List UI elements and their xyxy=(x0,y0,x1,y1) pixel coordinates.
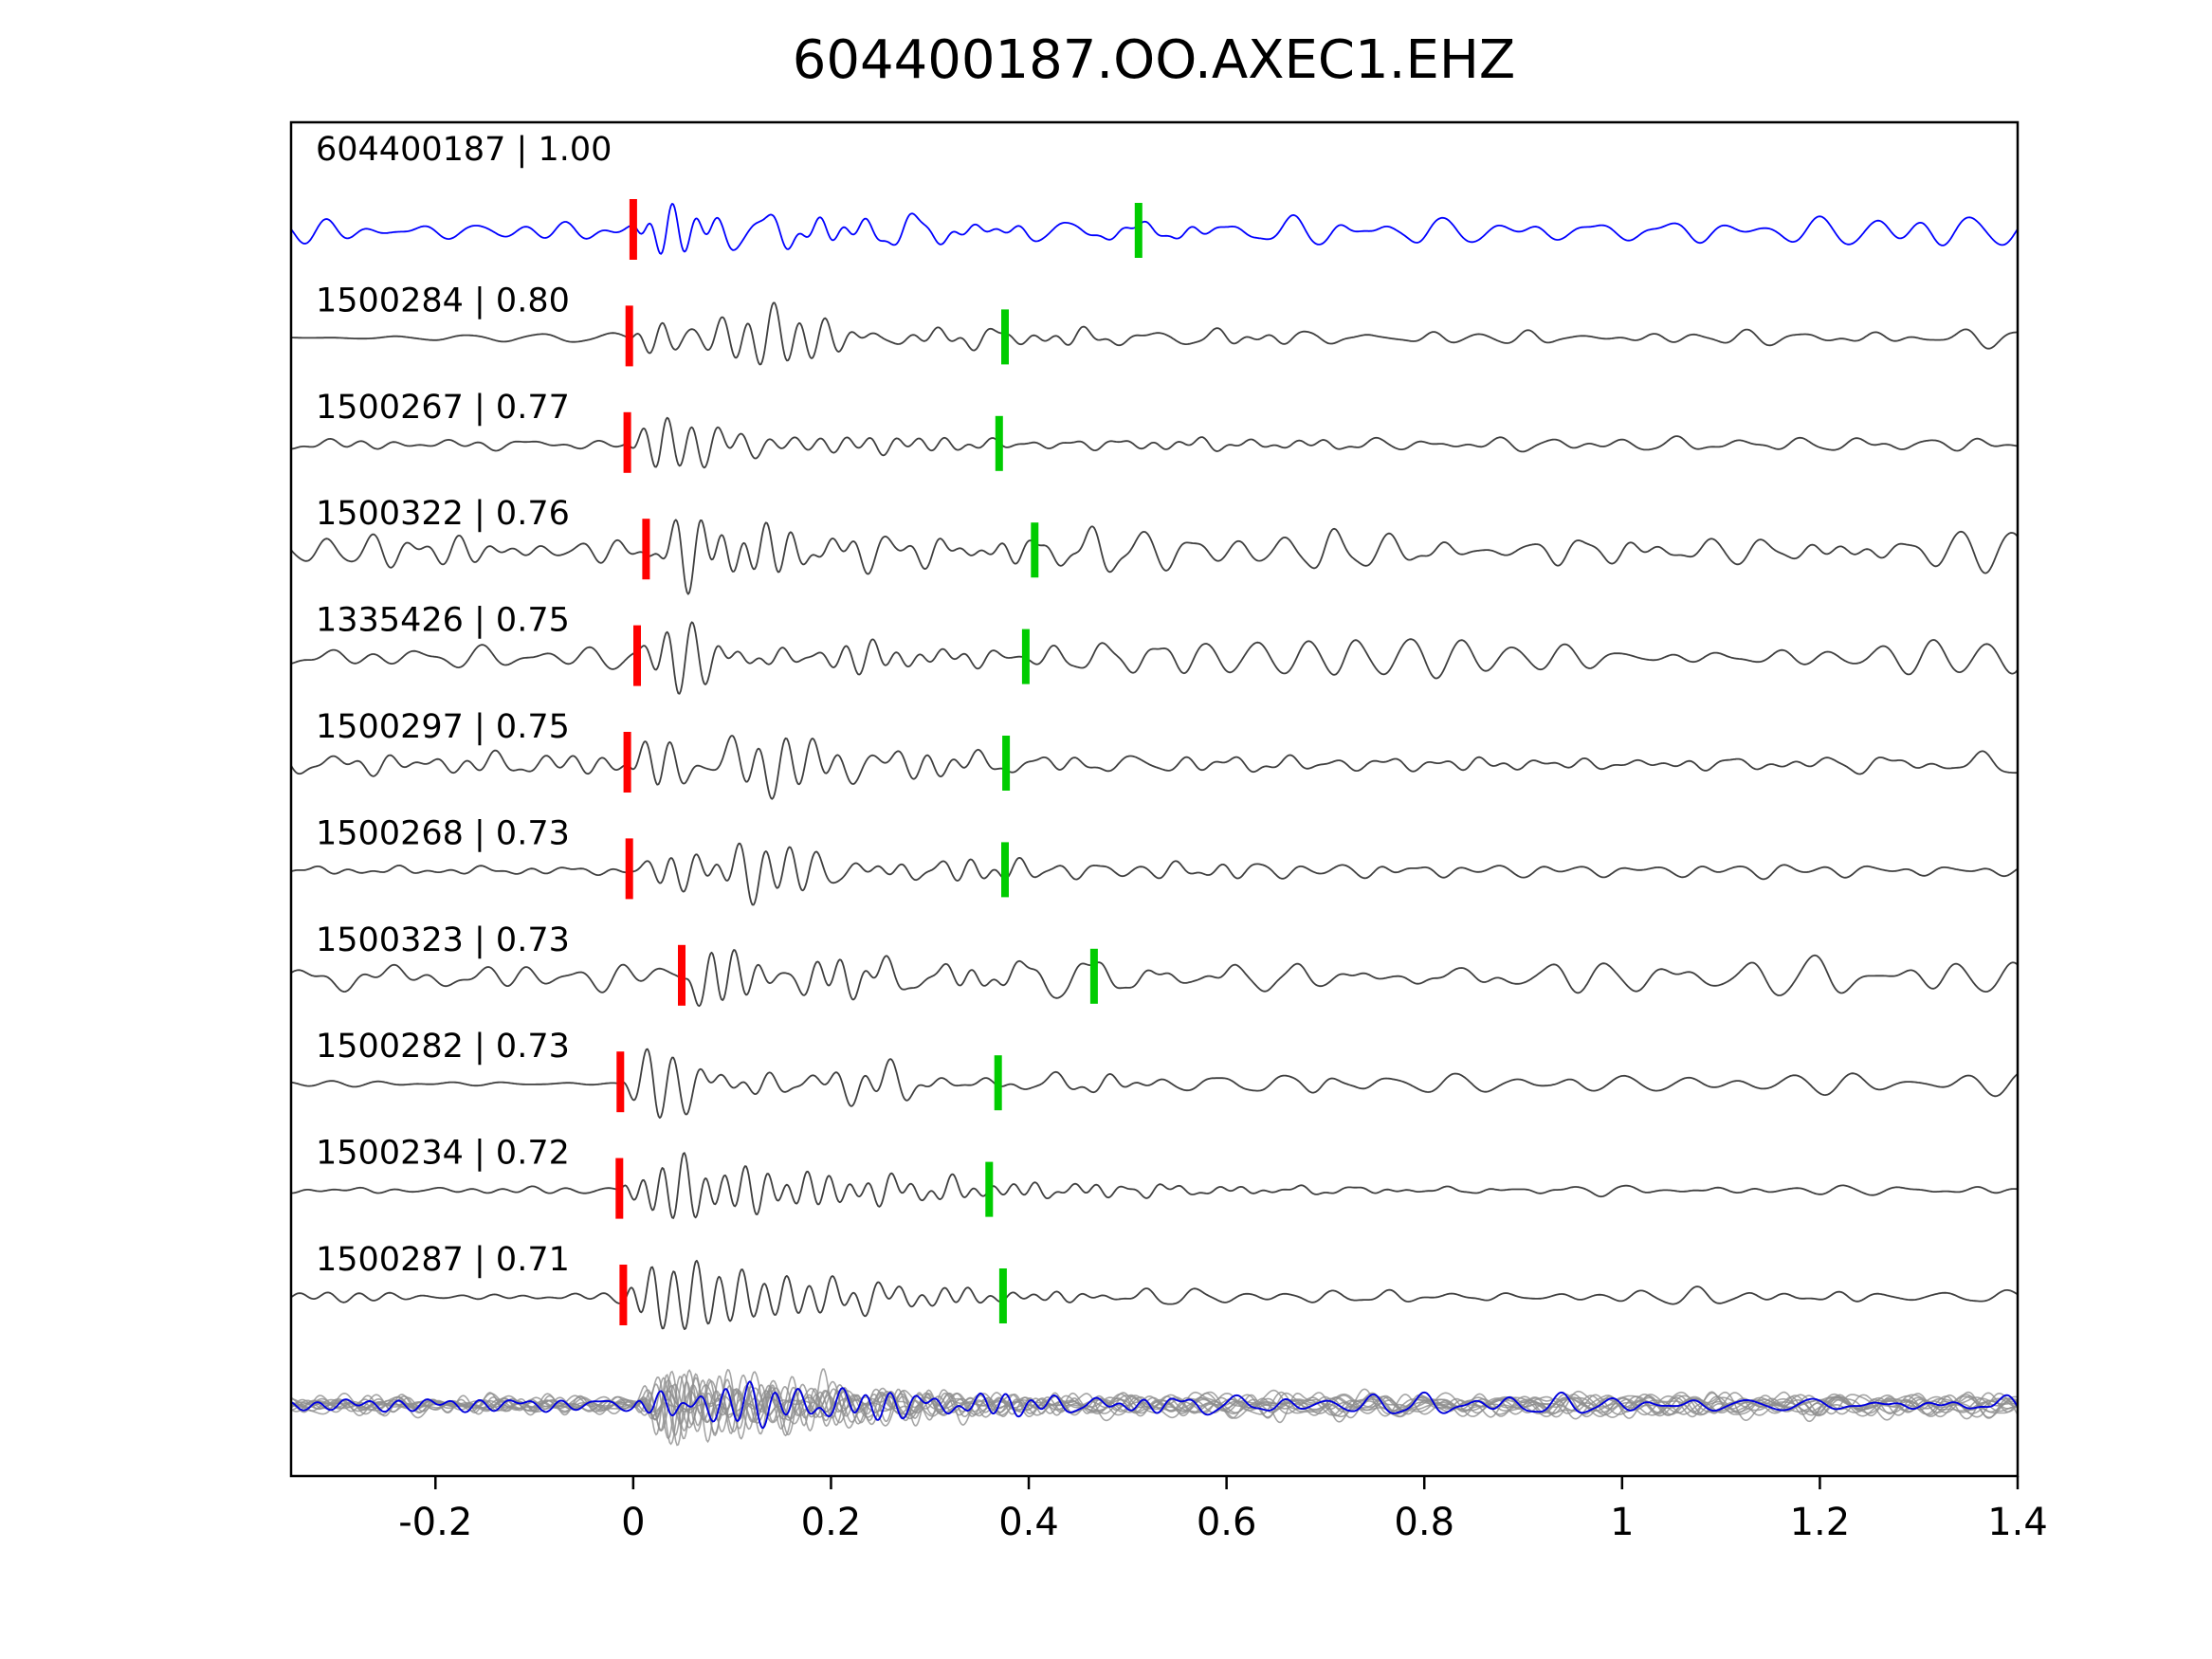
trace-label: 1500282 | 0.73 xyxy=(316,1028,570,1066)
trace-row xyxy=(291,199,2018,260)
green-pick-marker xyxy=(994,1055,1002,1111)
x-axis-tick-label: 1.4 xyxy=(1987,1501,2048,1544)
x-axis-tick-label: 0 xyxy=(621,1501,645,1544)
trace-label: 1500323 | 0.73 xyxy=(316,921,570,959)
trace-label: 1335426 | 0.75 xyxy=(316,602,570,640)
x-axis-tick-label: 1.2 xyxy=(1790,1501,1851,1544)
waveform-path xyxy=(291,1152,2018,1219)
plot-border xyxy=(289,120,2020,1478)
waveform-path xyxy=(291,416,2018,469)
traces xyxy=(291,199,2018,1447)
red-pick-marker xyxy=(625,305,633,367)
stack-gray-waveform xyxy=(291,1378,2018,1425)
trace-row xyxy=(291,944,2018,1008)
green-pick-marker xyxy=(1001,309,1009,365)
x-axis-tick-label: 0.8 xyxy=(1394,1501,1454,1544)
trace-row xyxy=(291,301,2018,367)
trace-label: 1500287 | 0.71 xyxy=(316,1241,570,1279)
trace-labels: 604400187 | 1.00 1500284 | 0.80 1500267 | … xyxy=(316,131,612,1279)
red-pick-marker xyxy=(616,1051,625,1113)
green-pick-marker xyxy=(1134,203,1143,258)
trace-label: 604400187 | 1.00 xyxy=(316,131,612,169)
green-pick-marker xyxy=(998,1268,1007,1323)
stack-template-waveform xyxy=(291,1380,2018,1430)
waveform-path xyxy=(291,842,2018,906)
red-pick-marker xyxy=(625,838,633,900)
trace-label: 1500267 | 0.77 xyxy=(316,389,570,427)
trace-row xyxy=(291,838,2018,906)
trace-row xyxy=(291,519,2018,595)
waveform-path xyxy=(291,621,2018,695)
red-pick-marker xyxy=(633,625,641,686)
green-pick-marker xyxy=(1021,629,1030,684)
waveform-path xyxy=(291,1048,2018,1120)
red-pick-marker xyxy=(619,1265,628,1325)
waveform-path xyxy=(291,203,2018,255)
trace-row xyxy=(291,1259,2018,1330)
overlay-stack xyxy=(291,1368,2018,1447)
green-pick-marker xyxy=(985,1161,994,1217)
waveform-path xyxy=(291,1259,2018,1330)
trace-label: 1500297 | 0.75 xyxy=(316,708,570,746)
red-pick-marker xyxy=(678,944,686,1006)
red-pick-marker xyxy=(623,411,631,473)
axes: -0.2 0 0.2 0.4 0.6 0.8 1 1.2 1.4 xyxy=(398,1476,2048,1544)
trace-label: 1500322 | 0.76 xyxy=(316,495,570,533)
x-axis-tick-label: -0.2 xyxy=(398,1501,472,1544)
plot-title: 604400187.OO.AXEC1.EHZ xyxy=(793,29,1516,91)
x-axis-tick-label: 0.2 xyxy=(801,1501,862,1544)
trace-row xyxy=(291,411,2018,473)
trace-label: 1500268 | 0.73 xyxy=(316,814,570,852)
red-pick-marker xyxy=(629,199,637,260)
x-axis-tick-label: 1 xyxy=(1610,1501,1634,1544)
stack-gray-waveform xyxy=(291,1369,2018,1447)
red-pick-marker xyxy=(623,732,631,793)
waveform-path xyxy=(291,735,2018,800)
red-pick-marker xyxy=(642,519,650,580)
trace-row xyxy=(291,732,2018,800)
red-pick-marker xyxy=(615,1158,624,1219)
green-pick-marker xyxy=(995,415,1003,471)
green-pick-marker xyxy=(1089,948,1098,1004)
waveform-path xyxy=(291,949,2018,1008)
green-pick-marker xyxy=(1001,842,1009,898)
x-axis-tick-label: 0.6 xyxy=(1197,1501,1257,1544)
trace-label: 1500284 | 0.80 xyxy=(316,282,570,319)
green-pick-marker xyxy=(1031,522,1039,578)
trace-row xyxy=(291,621,2018,695)
waveform-path xyxy=(291,301,2018,366)
waveform-path xyxy=(291,519,2018,595)
trace-label: 1500234 | 0.72 xyxy=(316,1135,570,1173)
green-pick-marker xyxy=(1002,736,1011,791)
trace-row xyxy=(291,1152,2018,1219)
x-axis-tick-label: 0.4 xyxy=(998,1501,1059,1544)
trace-row xyxy=(291,1048,2018,1120)
